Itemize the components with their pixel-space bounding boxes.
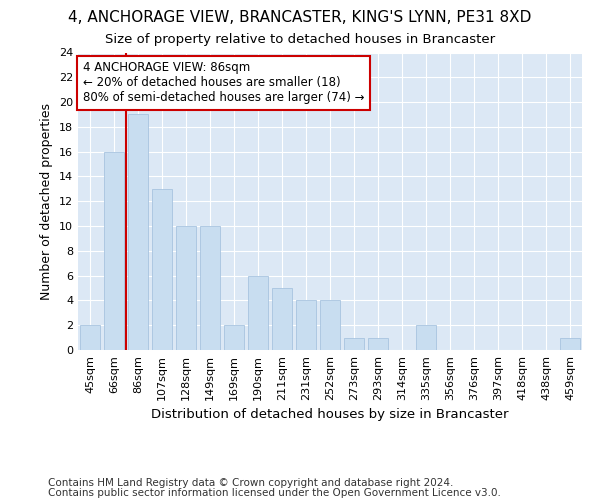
Bar: [104, 152, 124, 350]
Text: Contains HM Land Registry data © Crown copyright and database right 2024.: Contains HM Land Registry data © Crown c…: [48, 478, 454, 488]
X-axis label: Distribution of detached houses by size in Brancaster: Distribution of detached houses by size …: [151, 408, 509, 421]
Bar: [152, 189, 172, 350]
Bar: [80, 325, 100, 350]
Bar: [320, 300, 340, 350]
Text: 4, ANCHORAGE VIEW, BRANCASTER, KING'S LYNN, PE31 8XD: 4, ANCHORAGE VIEW, BRANCASTER, KING'S LY…: [68, 10, 532, 25]
Bar: [560, 338, 580, 350]
Bar: [368, 338, 388, 350]
Y-axis label: Number of detached properties: Number of detached properties: [40, 103, 53, 300]
Bar: [248, 276, 268, 350]
Bar: [296, 300, 316, 350]
Bar: [224, 325, 244, 350]
Bar: [416, 325, 436, 350]
Bar: [176, 226, 196, 350]
Text: Size of property relative to detached houses in Brancaster: Size of property relative to detached ho…: [105, 32, 495, 46]
Bar: [128, 114, 148, 350]
Text: 4 ANCHORAGE VIEW: 86sqm
← 20% of detached houses are smaller (18)
80% of semi-de: 4 ANCHORAGE VIEW: 86sqm ← 20% of detache…: [83, 62, 365, 104]
Bar: [200, 226, 220, 350]
Bar: [344, 338, 364, 350]
Text: Contains public sector information licensed under the Open Government Licence v3: Contains public sector information licen…: [48, 488, 501, 498]
Bar: [272, 288, 292, 350]
